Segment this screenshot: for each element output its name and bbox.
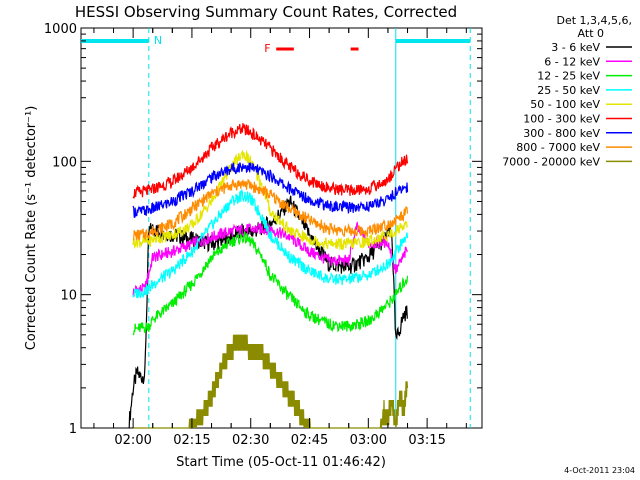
flare-label: F xyxy=(264,42,270,55)
x-tick-label: 02:45 xyxy=(291,433,328,448)
axes-layer: 02:00 02:15 02:30 02:45 03:00 03:15 1 10 100 1000 xyxy=(44,22,482,448)
chart-title: HESSI Observing Summary Count Rates, Cor… xyxy=(75,3,457,21)
footer-date: 4-Oct-2011 23:04 xyxy=(564,466,635,475)
y-tick-label: 1 xyxy=(69,422,77,437)
y-tick-label: 10 xyxy=(60,289,77,304)
series-line-4 xyxy=(132,188,409,299)
series-layer xyxy=(128,123,409,429)
legend-label-1: 3 - 6 keV xyxy=(551,41,600,54)
x-tick-label: 02:15 xyxy=(173,433,210,448)
x-tick-label: 03:00 xyxy=(350,433,387,448)
y-tick-label: 1000 xyxy=(44,22,77,37)
legend-header-line-1: Det 1,3,4,5,6, xyxy=(556,14,632,27)
series-line-7 xyxy=(132,162,409,219)
flags-layer: NF xyxy=(81,28,471,428)
legend-label-9: 7000 - 20000 keV xyxy=(502,155,600,168)
series-line-8 xyxy=(132,179,409,242)
x-tick-label: 02:00 xyxy=(114,433,151,448)
legend-label-6: 100 - 300 keV xyxy=(523,113,600,126)
legend-label-4: 25 - 50 keV xyxy=(537,84,600,97)
legend-label-7: 300 - 800 keV xyxy=(523,127,600,140)
series-line-6 xyxy=(132,123,409,199)
y-tick-label: 100 xyxy=(52,155,77,170)
legend-header-line-2: Att 0 xyxy=(578,27,604,40)
x-axis-label: Start Time (05-Oct-11 01:46:42) xyxy=(176,455,386,470)
series-line-3 xyxy=(132,231,409,336)
series-line-5 xyxy=(132,149,409,251)
series-line-9 xyxy=(133,334,409,429)
plot-frame xyxy=(80,27,483,429)
x-tick-label: 02:30 xyxy=(232,433,269,448)
y-axis-label: Corrected Count Rate (s⁻¹ detector⁻¹) xyxy=(24,106,39,351)
legend-label-3: 12 - 25 keV xyxy=(537,70,600,83)
x-tick-label: 03:15 xyxy=(408,433,445,448)
legend-label-8: 800 - 7000 keV xyxy=(516,141,600,154)
night-label: N xyxy=(154,34,162,47)
legend-label-2: 6 - 12 keV xyxy=(544,55,600,68)
legend-label-5: 50 - 100 keV xyxy=(530,98,600,111)
